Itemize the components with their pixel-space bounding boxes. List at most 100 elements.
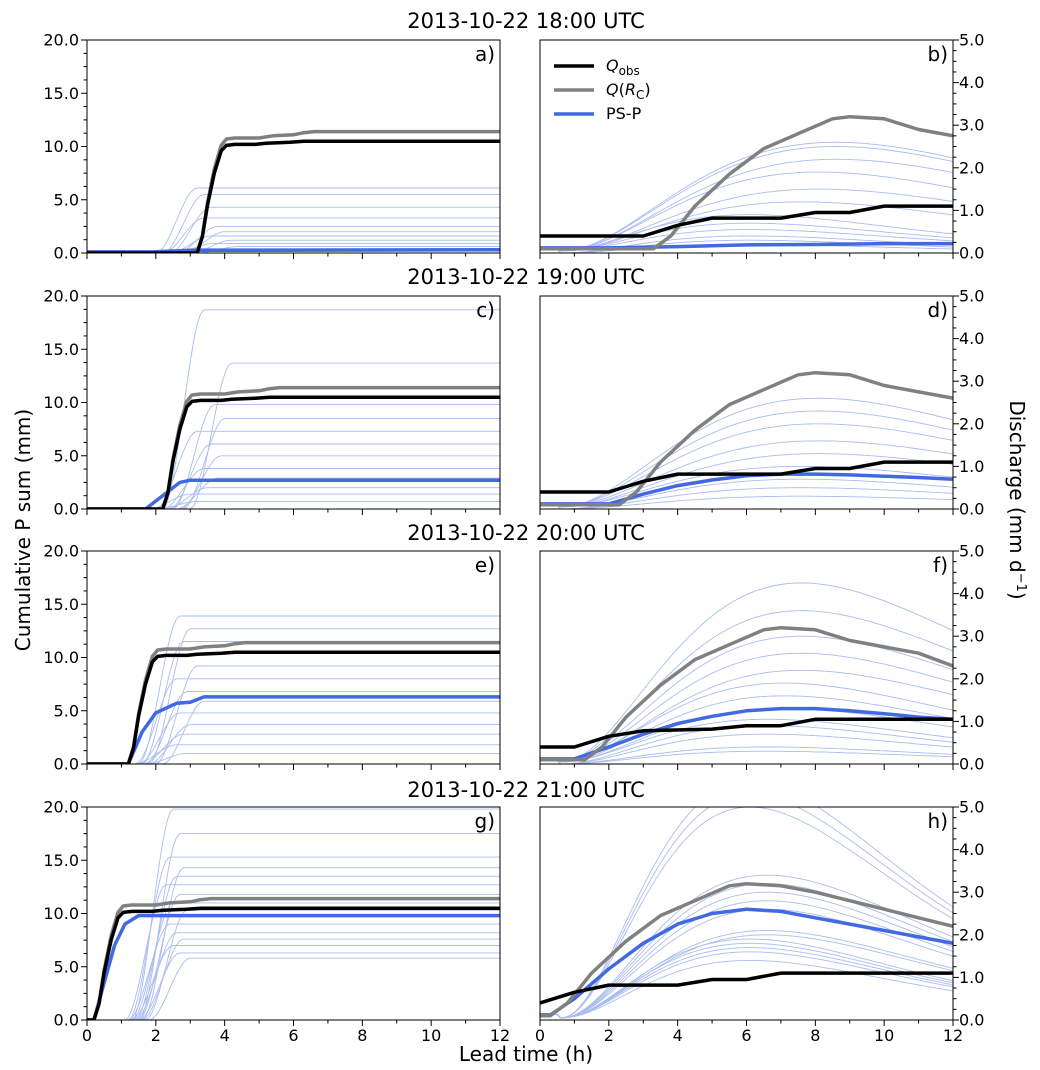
- panel-label: a): [475, 42, 495, 66]
- ensemble-member-line: [87, 239, 500, 253]
- legend-label: PS-P: [606, 104, 642, 123]
- y-tick-label: 0.0: [54, 244, 79, 263]
- legend-label: Qobs: [606, 56, 640, 78]
- ensemble-member-line: [87, 909, 500, 1020]
- ensemble-member-line: [87, 362, 500, 509]
- x-tick-label: 10: [874, 1026, 894, 1045]
- ensemble-member-line: [540, 495, 953, 509]
- ensemble-member-line: [87, 231, 500, 253]
- y-tick-label: 10.0: [43, 904, 79, 923]
- ensemble-member-line: [540, 930, 953, 1019]
- y-tick-label: 20.0: [43, 542, 79, 561]
- observed-line: [540, 971, 953, 1005]
- ensemble-member-line: [540, 652, 953, 763]
- x-tick-label: 8: [810, 1026, 820, 1045]
- ensemble-member-line: [87, 246, 500, 253]
- ensemble-member-line: [87, 206, 500, 253]
- x-tick-label: 12: [490, 1026, 510, 1045]
- y-tick-label: 4.0: [959, 584, 984, 603]
- panel-f: 0.0 1.0 2.0 3.0 4.0 5.0 f): [539, 542, 984, 774]
- panel-label: g): [475, 809, 496, 833]
- panel-a: 2013-10-22 18:00 UTC 0.0 5.0 10.0 15.0 20.0 a): [43, 9, 644, 263]
- ensemble-member-line: [540, 423, 953, 508]
- reference-line: [540, 114, 953, 251]
- y-tick-label: 10.0: [43, 137, 79, 156]
- y-tick-label: 15.0: [43, 595, 79, 614]
- observed-line: [87, 650, 500, 764]
- y-tick-label: 10.0: [43, 393, 79, 412]
- y-tick-label: 0.0: [54, 500, 79, 519]
- y-tick-label: 5.0: [54, 957, 79, 976]
- reference-line: [540, 370, 953, 507]
- x-tick-label: 10: [421, 1026, 441, 1045]
- y-tick-label: 2.0: [959, 669, 984, 688]
- ensemble-member-line: [87, 700, 500, 764]
- y-tick-label: 5.0: [54, 446, 79, 465]
- panel-g: 2013-10-22 21:00 UTC 0 2 4 6 8 10 12 0.0 5.0 10.0 1…: [43, 778, 644, 1045]
- ensemble-member-line: [87, 430, 500, 509]
- y-tick-label: 10.0: [43, 648, 79, 667]
- y-tick-label: 3.0: [959, 883, 984, 902]
- ps-p-line: [540, 706, 953, 761]
- ps-p-line: [87, 478, 500, 509]
- y-tick-label: 1.0: [959, 712, 984, 731]
- panel-label: c): [476, 298, 495, 322]
- ensemble-member-line: [87, 952, 500, 1020]
- x-axis-label: Lead time (h): [459, 1042, 593, 1065]
- ensemble-member-line: [87, 752, 500, 764]
- ensemble-member-line: [540, 807, 953, 1019]
- y-tick-label: 2.0: [959, 158, 984, 177]
- ensemble-member-line: [540, 222, 953, 252]
- y-tick-label: 3.0: [959, 627, 984, 646]
- x-tick-label: 4: [673, 1026, 683, 1045]
- y-tick-label: 0.0: [959, 500, 984, 519]
- panel-d: 0.0 1.0 2.0 3.0 4.0 5.0 d): [539, 287, 984, 519]
- y-tick-label: 0.0: [54, 755, 79, 774]
- observed-line: [540, 460, 953, 494]
- ensemble-member-line: [87, 615, 500, 764]
- y-tick-label: 5.0: [959, 798, 984, 817]
- ensemble-member-line: [87, 856, 500, 1020]
- x-tick-label: 2: [151, 1026, 161, 1045]
- y-tick-label: 0.0: [959, 244, 984, 263]
- ensemble-member-line: [87, 923, 500, 1020]
- ensemble-member-line: [87, 404, 500, 509]
- panel-label: d): [928, 298, 949, 322]
- ensemble-member-line: [87, 724, 500, 764]
- ensemble-member-line: [87, 468, 500, 509]
- ensemble-member-line: [87, 242, 500, 253]
- ensemble-member-line: [87, 957, 500, 1020]
- y-tick-label: 0.0: [54, 1011, 79, 1030]
- row-title: 2013-10-22 20:00 UTC: [407, 521, 645, 545]
- y-tick-label: 5.0: [959, 287, 984, 306]
- x-tick-label: 0: [535, 1026, 545, 1045]
- observed-line: [87, 906, 500, 1020]
- ensemble-member-line: [87, 867, 500, 1020]
- reference-line: [540, 625, 953, 762]
- ensemble-member-line: [87, 487, 500, 509]
- ensemble-member-line: [87, 932, 500, 1020]
- ensemble-member-line: [87, 712, 500, 764]
- y-tick-label: 15.0: [43, 340, 79, 359]
- panel-label: h): [928, 809, 948, 833]
- panel-label: f): [933, 553, 948, 577]
- ensemble-member-line: [87, 477, 500, 509]
- x-tick-label: 0: [82, 1026, 92, 1045]
- ps-p-line: [87, 913, 500, 1020]
- y-tick-label: 4.0: [959, 73, 984, 92]
- ensemble-member-line: [540, 453, 953, 508]
- ensemble-member-line: [87, 902, 500, 1020]
- ensemble-member-line: [87, 665, 500, 764]
- x-tick-label: 6: [288, 1026, 298, 1045]
- ensemble-member-line: [87, 455, 500, 509]
- ensemble-member-line: [540, 891, 953, 1019]
- left-axis-label: Cumulative P sum (mm): [11, 409, 35, 651]
- y-tick-label: 5.0: [54, 701, 79, 720]
- panel-h: 0 2 4 6 8 10 120.0 1.0 2.0 3.0 4.0 5.0 h): [535, 798, 985, 1046]
- ps-p-line: [540, 907, 953, 1017]
- y-tick-label: 1.0: [959, 457, 984, 476]
- ensemble-member-line: [87, 744, 500, 764]
- right-axis-label: Discharge (mm d−1): [1005, 400, 1029, 599]
- ensemble-member-line: [540, 229, 953, 252]
